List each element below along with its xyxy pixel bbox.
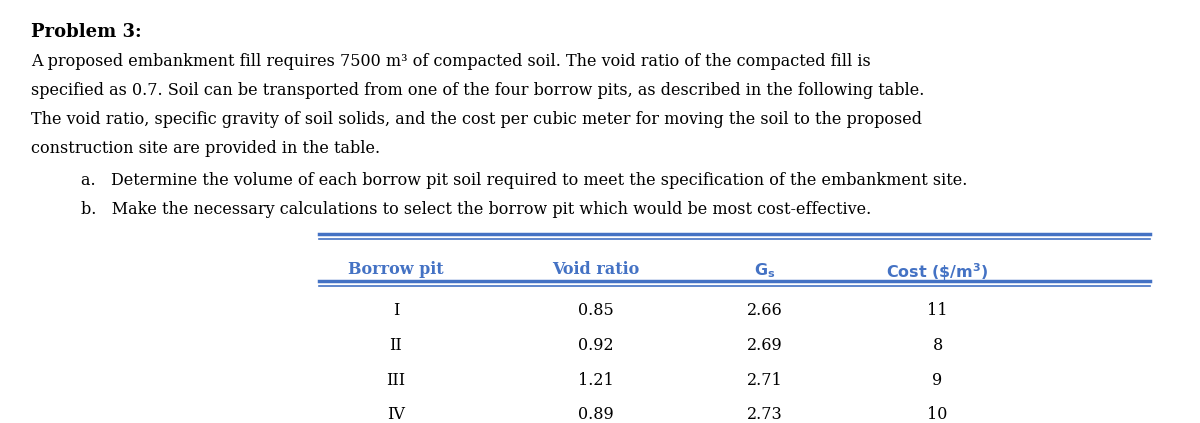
Text: 0.92: 0.92 — [578, 337, 614, 354]
Text: II: II — [390, 337, 402, 354]
Text: Problem 3:: Problem 3: — [31, 23, 142, 41]
Text: III: III — [386, 372, 406, 389]
Text: 0.89: 0.89 — [578, 407, 614, 423]
Text: A proposed embankment fill requires 7500 m³ of compacted soil. The void ratio of: A proposed embankment fill requires 7500… — [31, 53, 870, 71]
Text: 11: 11 — [928, 302, 948, 319]
Text: b.   Make the necessary calculations to select the borrow pit which would be mos: b. Make the necessary calculations to se… — [82, 201, 871, 217]
Text: I: I — [392, 302, 400, 319]
Text: 1.21: 1.21 — [578, 372, 614, 389]
Text: $\mathbf{G}_\mathbf{s}$: $\mathbf{G}_\mathbf{s}$ — [754, 261, 775, 280]
Text: 9: 9 — [932, 372, 943, 389]
Text: 10: 10 — [928, 407, 948, 423]
Text: 2.69: 2.69 — [746, 337, 782, 354]
Text: IV: IV — [386, 407, 404, 423]
Text: specified as 0.7. Soil can be transported from one of the four borrow pits, as d: specified as 0.7. Soil can be transporte… — [31, 82, 924, 99]
Text: 2.66: 2.66 — [746, 302, 782, 319]
Text: 0.85: 0.85 — [578, 302, 614, 319]
Text: Borrow pit: Borrow pit — [348, 261, 444, 278]
Text: 2.73: 2.73 — [746, 407, 782, 423]
Text: The void ratio, specific gravity of soil solids, and the cost per cubic meter fo: The void ratio, specific gravity of soil… — [31, 111, 922, 128]
Text: $\mathbf{Cost\ (\$/m^3)}$: $\mathbf{Cost\ (\$/m^3)}$ — [887, 261, 989, 283]
Text: 2.71: 2.71 — [746, 372, 782, 389]
Text: a.   Determine the volume of each borrow pit soil required to meet the specifica: a. Determine the volume of each borrow p… — [82, 172, 968, 189]
Text: 8: 8 — [932, 337, 943, 354]
Text: Void ratio: Void ratio — [552, 261, 640, 278]
Text: construction site are provided in the table.: construction site are provided in the ta… — [31, 140, 380, 157]
